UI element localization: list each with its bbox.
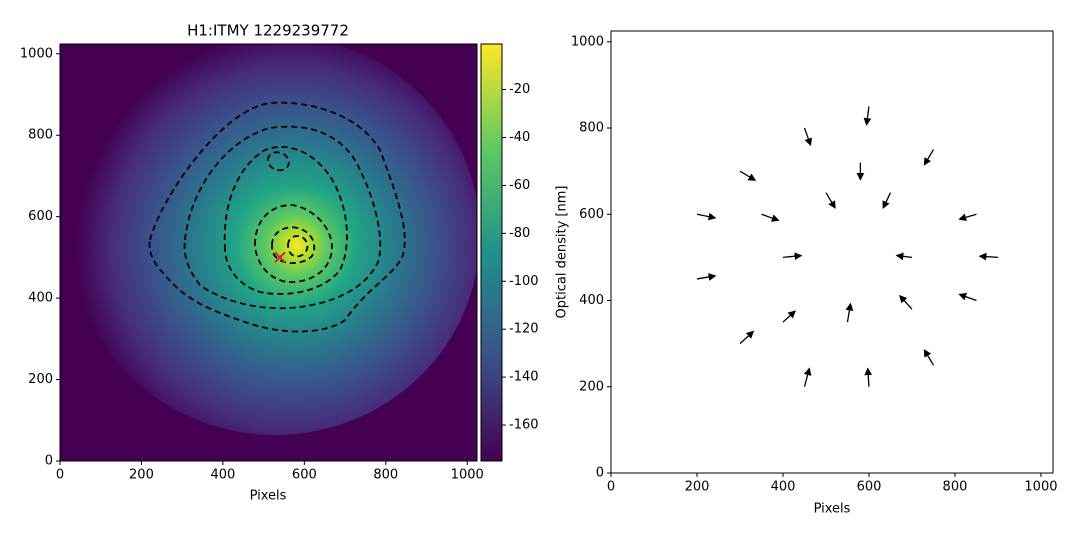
x-axis-label: Pixels bbox=[814, 502, 851, 517]
quiver-arrow bbox=[958, 292, 977, 302]
x-tick-label: 1000 bbox=[1024, 480, 1057, 495]
quiver-arrow bbox=[696, 273, 717, 281]
colorbar bbox=[480, 43, 503, 462]
y-tick-label: 600 bbox=[28, 209, 53, 224]
x-axis-label: Pixels bbox=[250, 489, 287, 504]
quiver-arrow bbox=[825, 192, 836, 209]
quiver-arrow bbox=[803, 127, 812, 147]
quiver-arrow bbox=[739, 330, 755, 345]
y-tick-label: 200 bbox=[28, 372, 53, 387]
y-tick-label: 800 bbox=[579, 121, 604, 136]
x-tick-label: 400 bbox=[210, 468, 235, 483]
marker-x bbox=[274, 251, 286, 264]
y-tick-label: 200 bbox=[579, 379, 604, 394]
quiver-arrow bbox=[895, 252, 913, 261]
contours bbox=[148, 101, 406, 333]
y-tick-label: 0 bbox=[45, 454, 53, 469]
quiver-arrow bbox=[761, 213, 780, 222]
quiver-arrow bbox=[899, 294, 913, 310]
colorbar-tick-label: -160 bbox=[509, 418, 539, 433]
quiver-arrow bbox=[978, 252, 999, 261]
x-tick-label: 800 bbox=[943, 480, 968, 495]
x-tick-label: 800 bbox=[373, 468, 398, 483]
y-tick-label: 1000 bbox=[571, 34, 604, 49]
y-tick-label: 400 bbox=[28, 291, 53, 306]
x-tick-label: 200 bbox=[685, 480, 710, 495]
quiver-arrow bbox=[845, 302, 854, 323]
y-tick-label: 400 bbox=[579, 293, 604, 308]
colorbar-tick-label: -60 bbox=[509, 178, 530, 193]
x-tick-label: 1000 bbox=[451, 468, 484, 483]
quiver-arrow bbox=[739, 170, 757, 181]
quiver-arrow bbox=[923, 149, 935, 166]
x-tick-label: 0 bbox=[607, 480, 615, 495]
quiver-arrow bbox=[958, 213, 977, 222]
x-tick-label: 600 bbox=[857, 480, 882, 495]
quiver-arrow bbox=[882, 192, 892, 209]
chart-title: H1:ITMY 1229239772 bbox=[187, 22, 349, 40]
x-tick-label: 200 bbox=[129, 468, 154, 483]
heatmap-image bbox=[60, 44, 477, 461]
quiver-arrow bbox=[782, 310, 796, 323]
axes-frame bbox=[59, 43, 478, 462]
quiver-arrow bbox=[923, 348, 935, 366]
axes-frame bbox=[610, 30, 1054, 474]
colorbar-tick-label: -40 bbox=[509, 130, 530, 145]
colorbar-tick-label: -140 bbox=[509, 370, 539, 385]
colorbar-label: Optical density [nm] bbox=[555, 186, 570, 319]
y-tick-label: 600 bbox=[579, 207, 604, 222]
y-tick-label: 0 bbox=[596, 466, 604, 481]
colorbar-tick-label: -100 bbox=[509, 274, 539, 289]
colorbar-tick-label: -80 bbox=[509, 226, 530, 241]
y-tick-label: 1000 bbox=[20, 46, 53, 61]
quiver-arrow bbox=[863, 106, 872, 126]
quiver-arrow bbox=[864, 367, 873, 387]
colorbar-tick-label: -120 bbox=[509, 322, 539, 337]
quiver-arrow bbox=[696, 212, 717, 221]
x-tick-label: 600 bbox=[292, 468, 317, 483]
quiver-arrow bbox=[782, 252, 803, 261]
x-tick-label: 400 bbox=[771, 480, 796, 495]
quiver-arrow bbox=[803, 367, 812, 387]
y-tick-label: 800 bbox=[28, 128, 53, 143]
x-tick-label: 0 bbox=[56, 468, 64, 483]
colorbar-tick-label: -20 bbox=[509, 82, 530, 97]
